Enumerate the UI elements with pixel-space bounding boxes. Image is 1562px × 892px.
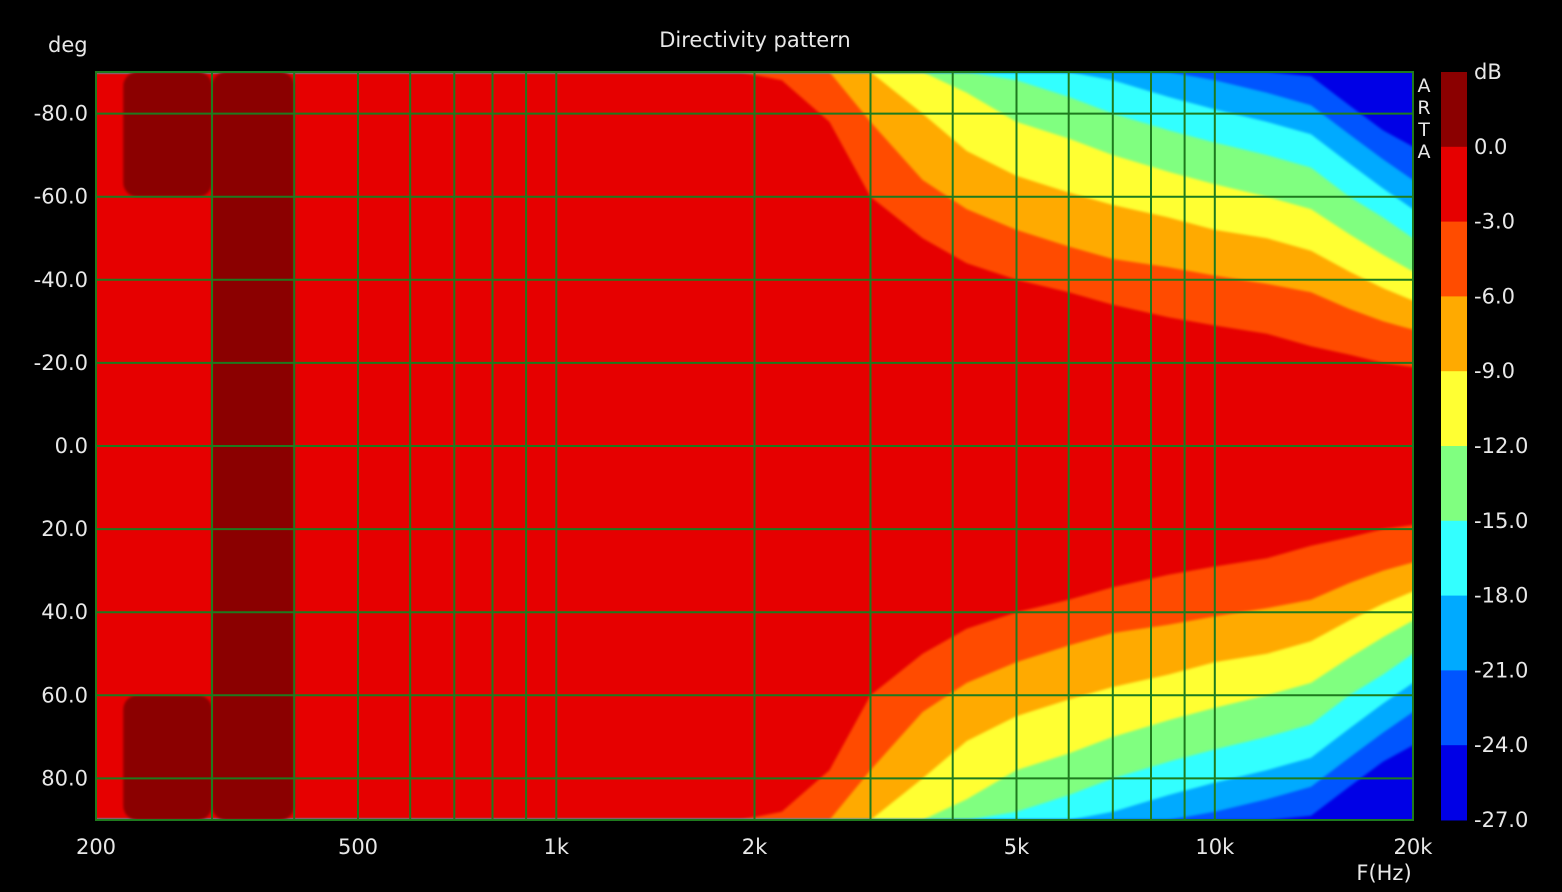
y-tick-label: -80.0 xyxy=(34,102,88,126)
y-tick-label: 60.0 xyxy=(41,683,88,707)
contour-band-top xyxy=(96,72,1413,272)
watermark-letter: A xyxy=(1418,75,1431,97)
x-tick-label: 1k xyxy=(544,835,570,859)
colorbar-segment xyxy=(1441,670,1467,746)
colorbar-tick-label: -24.0 xyxy=(1474,733,1528,757)
x-tick-label: 20k xyxy=(1394,835,1434,859)
colorbar-segment xyxy=(1441,146,1467,223)
plot-area xyxy=(95,71,1414,821)
watermark-letter: A xyxy=(1418,141,1431,163)
colorbar-tick-label: -3.0 xyxy=(1474,210,1515,234)
colorbar-segment xyxy=(1441,371,1467,447)
colorbar-tick-label: -6.0 xyxy=(1474,284,1515,308)
y-tick-label: 40.0 xyxy=(41,600,88,624)
colorbar-tick-label: -9.0 xyxy=(1474,359,1515,383)
contour-band-bottom xyxy=(96,620,1413,820)
hot-region xyxy=(123,72,212,197)
colorbar-segment xyxy=(1441,595,1467,671)
y-tick-label: 80.0 xyxy=(41,766,88,790)
colorbar-tick-label: 0.0 xyxy=(1474,135,1507,159)
colorbar-segment xyxy=(1441,520,1467,597)
y-tick-label: -60.0 xyxy=(34,185,88,209)
colorbar-tick-labels: 0.0 -3.0 -6.0 -9.0 -12.0 -15.0 -18.0 -21.0 -24.0… xyxy=(1474,135,1528,832)
y-tick-label: -40.0 xyxy=(34,268,88,292)
colorbar-tick-label: -18.0 xyxy=(1474,584,1528,608)
hot-region xyxy=(123,695,212,820)
colorbar-segment xyxy=(1441,221,1467,297)
y-tick-label: 0.0 xyxy=(55,434,88,458)
colorbar-tick-label: -15.0 xyxy=(1474,509,1528,533)
x-tick-label: 10k xyxy=(1195,835,1235,859)
x-tick-label: 200 xyxy=(76,835,116,859)
colorbar xyxy=(1441,72,1467,821)
chart-title: Directivity pattern xyxy=(659,28,850,52)
x-tick-label: 500 xyxy=(338,835,378,859)
x-tick-label: 2k xyxy=(742,835,768,859)
colorbar-tick-label: -27.0 xyxy=(1474,808,1528,832)
x-tick-labels: 200 500 1k 2k 5k 10k 20k xyxy=(76,835,1433,859)
contour-bands xyxy=(96,72,1413,820)
colorbar-segment xyxy=(1441,296,1467,372)
watermark-letter: R xyxy=(1417,97,1430,119)
colorbar-segment xyxy=(1441,72,1467,148)
grid-lines xyxy=(96,72,1413,820)
contour-band-bottom xyxy=(96,712,1413,820)
y-tick-label: 20.0 xyxy=(41,517,88,541)
x-axis-label: F(Hz) xyxy=(1356,861,1411,885)
plot-border xyxy=(95,71,1414,821)
colorbar-segment xyxy=(1441,446,1467,522)
colorbar-segment xyxy=(1441,745,1467,821)
y-axis-label: deg xyxy=(48,33,88,57)
watermark-letter: T xyxy=(1417,119,1430,141)
colorbar-tick-label: -21.0 xyxy=(1474,658,1528,682)
y-tick-label: -20.0 xyxy=(34,351,88,375)
contour-band-top xyxy=(96,72,1413,180)
colorbar-label: dB xyxy=(1474,60,1502,84)
x-tick-label: 5k xyxy=(1004,835,1030,859)
colorbar-tick-label: -12.0 xyxy=(1474,434,1528,458)
y-tick-labels: -80.0 -60.0 -40.0 -20.0 0.0 20.0 40.0 60.0 80.0 xyxy=(34,102,88,791)
